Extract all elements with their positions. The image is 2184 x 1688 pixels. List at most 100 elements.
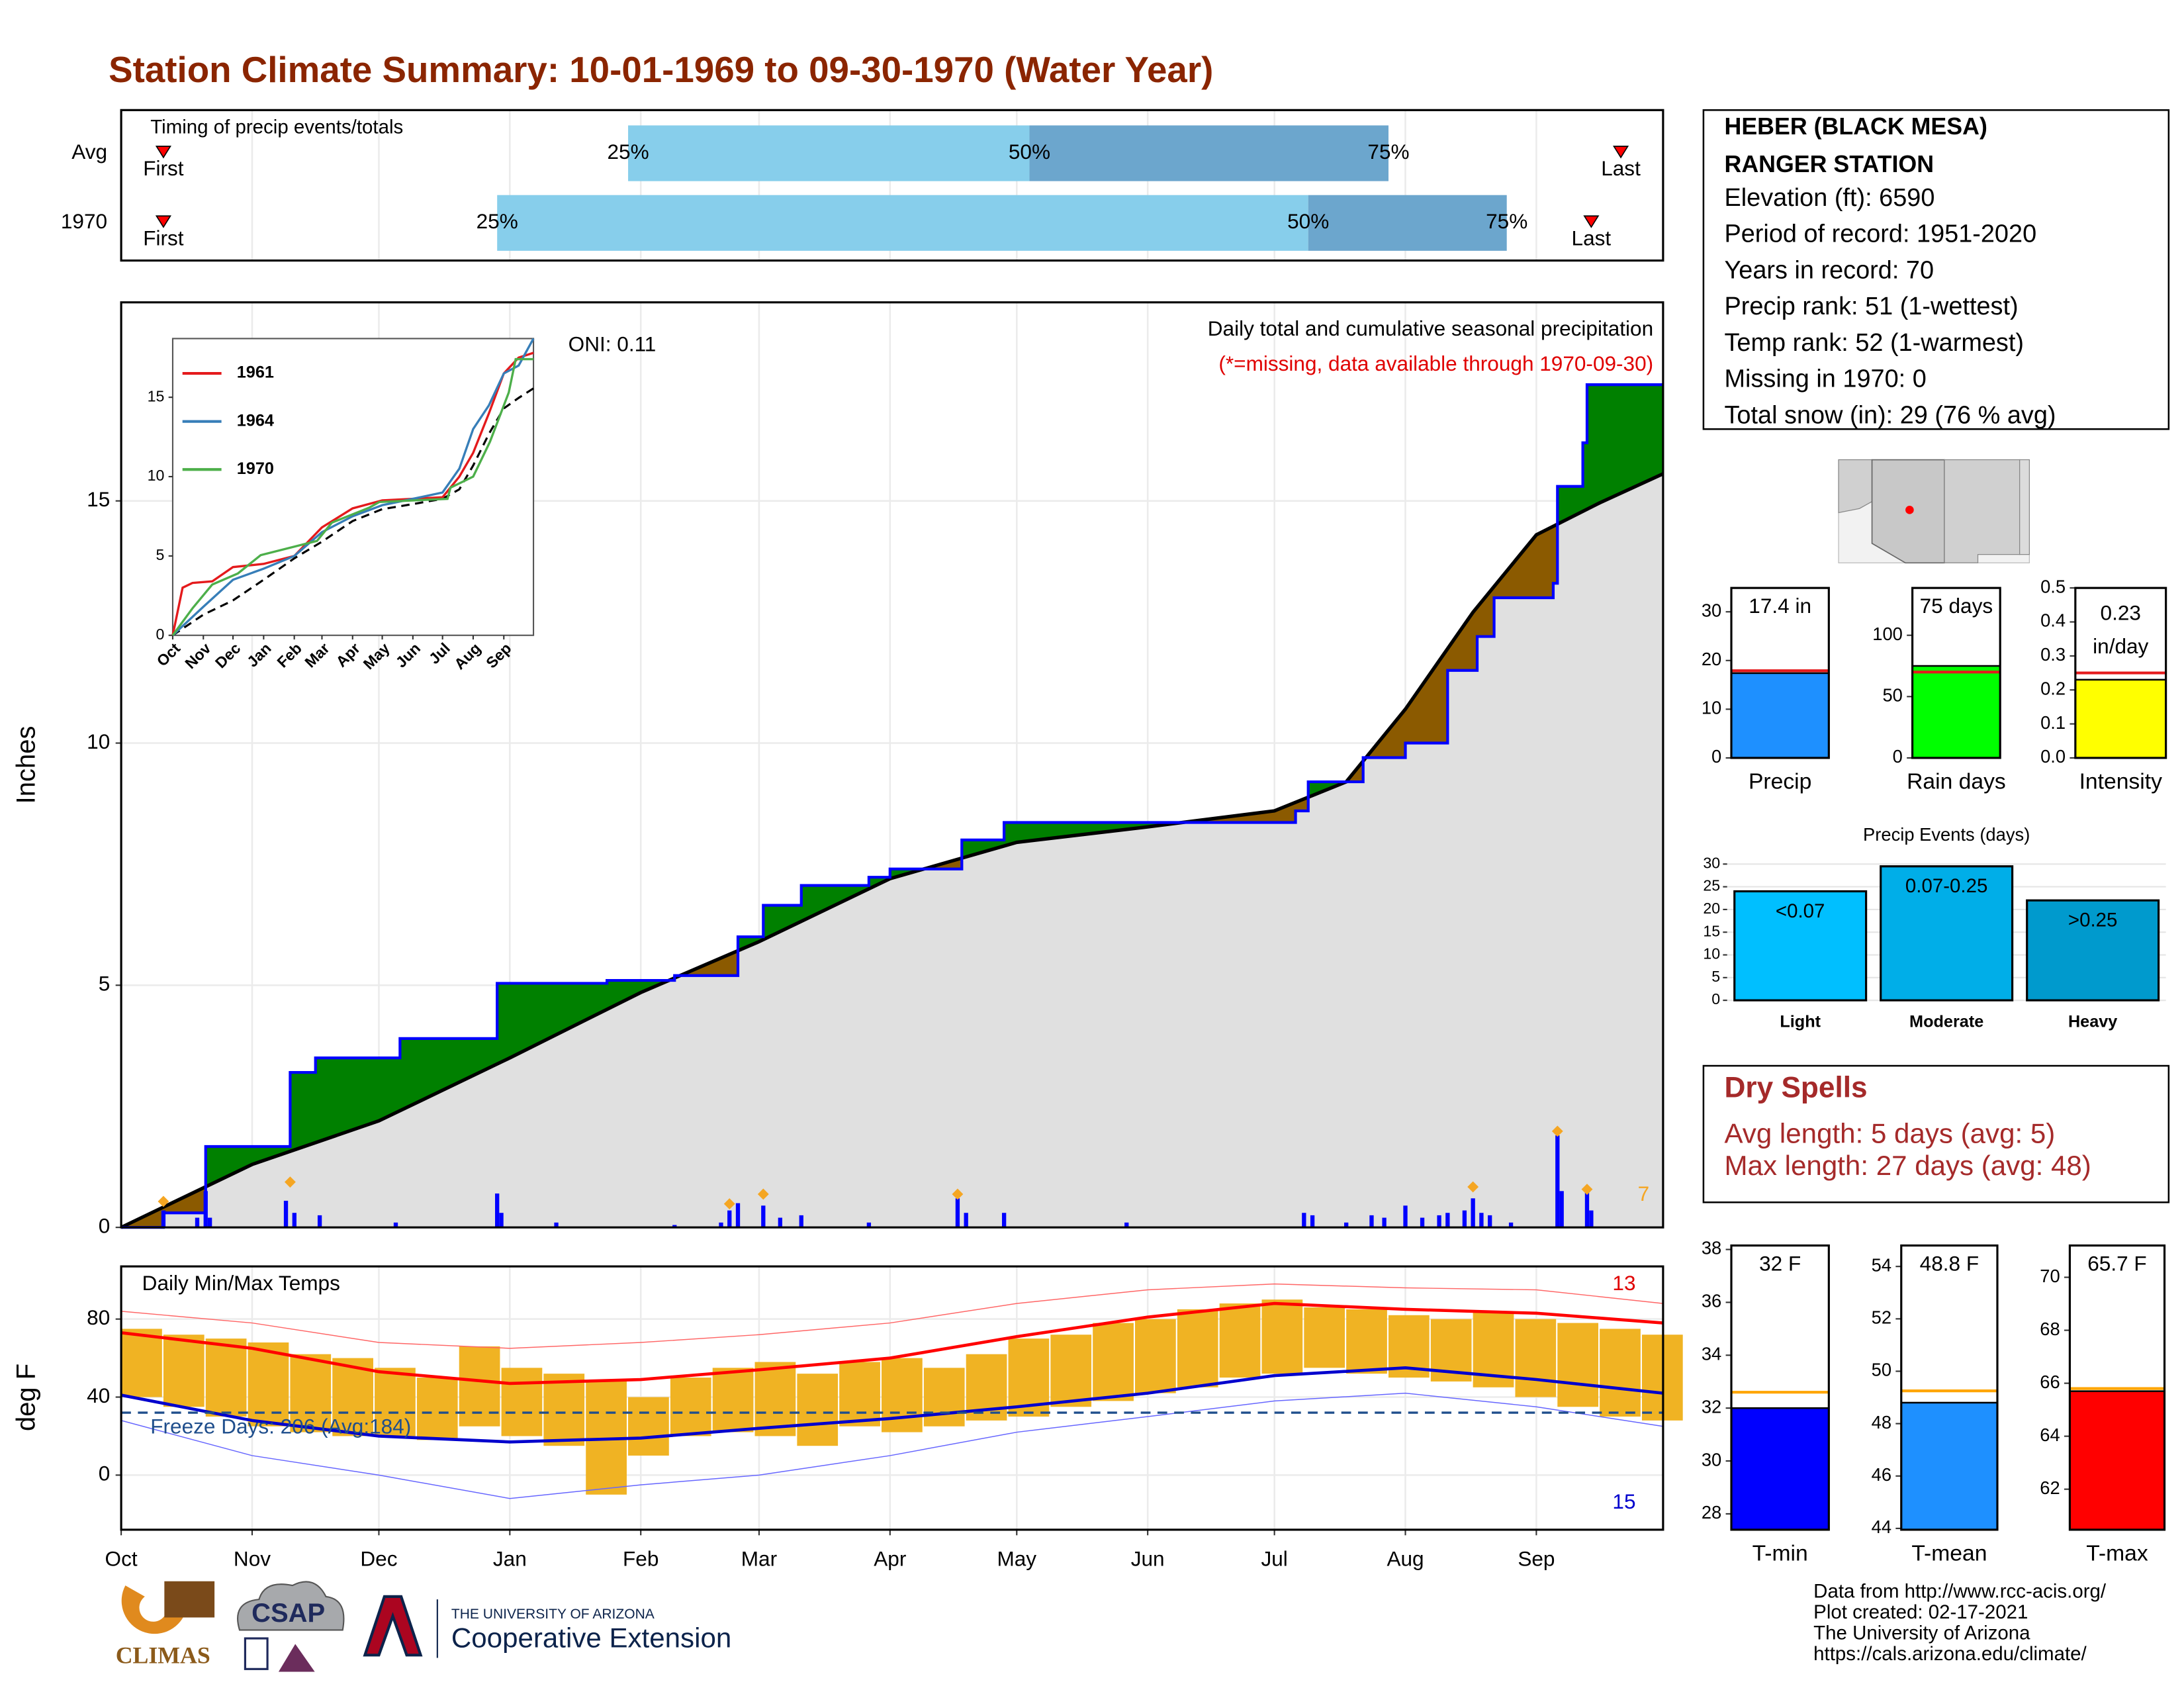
x-tick-label: Dec [360, 1547, 397, 1571]
timing-bar [1029, 125, 1388, 181]
record-count: 7 [1638, 1182, 1650, 1205]
y-tick-label: 36 [1702, 1291, 1721, 1311]
daily-precip-bar [207, 1217, 212, 1228]
page-title: Station Climate Summary: 10-01-1969 to 0… [109, 49, 1213, 90]
daily-precip-bar [735, 1203, 741, 1228]
y-tick-label: 5 [1711, 968, 1720, 985]
daily-precip-bar [1310, 1215, 1315, 1228]
daily-precip-bar [1559, 1191, 1564, 1228]
x-tick-label: Aug [1387, 1547, 1424, 1571]
y-tick-label: 52 [1872, 1307, 1891, 1328]
y-tick-label: 10 [87, 729, 110, 753]
y-tick-label: 15 [1703, 922, 1720, 939]
y-tick-label: 50 [1872, 1360, 1891, 1380]
bar-label: >0.25 [2068, 910, 2118, 931]
daily-temp-bar [121, 1329, 162, 1397]
daily-precip-bar [1420, 1217, 1425, 1228]
x-tick-label: Sep [1518, 1547, 1555, 1571]
y-axis-label: Inches [12, 726, 41, 804]
y-tick-label: 30 [1703, 854, 1720, 871]
record-marker [723, 1198, 735, 1210]
value-label: 17.4 in [1749, 594, 1811, 618]
map-state [1944, 459, 2021, 563]
marker-label: First [143, 226, 184, 250]
y-tick-label: 0 [1893, 746, 1903, 767]
category-label: T-mean [1911, 1542, 1987, 1566]
category-label: T-max [2086, 1542, 2148, 1566]
daily-temp-bar [923, 1368, 965, 1427]
y-tick-label: 64 [2040, 1425, 2060, 1445]
marker-label: Last [1572, 226, 1612, 250]
station-line: Temp rank: 52 (1-warmest) [1724, 329, 2024, 357]
freeze-label: Freeze Days: 206 (Avg:184) [150, 1415, 411, 1438]
y-tick-label: 0 [156, 626, 164, 643]
daily-precip-bar [495, 1193, 500, 1228]
y-tick-label: 28 [1702, 1502, 1721, 1523]
series-line [171, 357, 534, 636]
y-tick-label: 62 [2040, 1477, 2060, 1498]
x-tick-label: Jan [493, 1547, 527, 1571]
quantile-label: 75% [1367, 140, 1409, 164]
y-tick-label: 66 [2040, 1372, 2060, 1392]
daily-temp-bar [290, 1354, 332, 1432]
ua-logo [363, 1595, 423, 1657]
value-label: 48.8 F [1920, 1251, 1979, 1275]
daily-temp-bar [543, 1374, 585, 1446]
daily-temp-bar [712, 1368, 754, 1432]
y-tick-label: 0 [99, 1462, 111, 1485]
daily-temp-bar [839, 1362, 880, 1427]
bar [1730, 1407, 1830, 1531]
value-label: 75 days [1920, 594, 1993, 618]
record-marker [1551, 1125, 1563, 1137]
y-tick-label: 10 [148, 467, 165, 484]
daily-precip-bar [1437, 1215, 1441, 1228]
daily-temp-bar [754, 1362, 796, 1436]
daily-temp-bar [797, 1374, 839, 1446]
daily-temp-bar [375, 1368, 416, 1436]
x-tick-label: Mar [741, 1547, 777, 1571]
station-line: Period of record: 1951-2020 [1724, 220, 2036, 248]
station-line: Elevation (ft): 6590 [1724, 184, 1934, 212]
daily-precip-bar [283, 1200, 289, 1228]
footer-line: https://cals.arizona.edu/climate/ [1813, 1643, 2087, 1665]
footer-line: The University of Arizona [1813, 1622, 2030, 1644]
y-tick-label: 100 [1872, 624, 1903, 644]
y-tick-label: 50 [1882, 685, 1902, 706]
bar [1900, 1401, 1999, 1531]
daily-precip-bar [672, 1225, 677, 1228]
daily-precip-bar [1302, 1213, 1306, 1228]
quantile-label: 75% [1486, 209, 1527, 233]
y-tick-label: 0 [1711, 990, 1720, 1008]
legend-label: 1964 [237, 411, 274, 430]
station-box [1702, 109, 2170, 430]
y-tick-label: 0.2 [2040, 678, 2066, 698]
daily-precip-bar [393, 1222, 398, 1228]
extension-text: Cooperative Extension [451, 1622, 731, 1653]
climas-logo-text: CLIMAS [116, 1642, 210, 1669]
dry-spells-line: Max length: 27 days (avg: 48) [1724, 1150, 2091, 1181]
avg-max-line [120, 1301, 1664, 1385]
bar [1880, 865, 2014, 1002]
panel-border [120, 301, 1664, 1229]
daily-precip-bar [1584, 1188, 1590, 1228]
daily-temp-bar [1557, 1323, 1599, 1407]
footer-line: Data from http://www.rcc-acis.org/ [1813, 1580, 2107, 1602]
daily-precip-bar [292, 1213, 296, 1228]
logos: CLIMAS CSAP THE UNIVERSITY OF ARIZONA Co… [116, 1581, 731, 1672]
daily-temp-bar [1346, 1309, 1387, 1374]
dry-spells-title: Dry Spells [1724, 1072, 1867, 1104]
value-label: 0.23 [2101, 601, 2141, 625]
daily-precip-bar [1471, 1198, 1475, 1228]
quantile-label: 25% [477, 209, 518, 233]
record-marker [284, 1176, 296, 1188]
location-map [1838, 459, 2030, 564]
y-tick-label: 10 [1702, 698, 1721, 718]
unit-label: in/day [2093, 634, 2148, 658]
average-line [172, 387, 534, 637]
x-tick-label: Jun [1131, 1547, 1165, 1571]
x-tick-label: May [997, 1547, 1036, 1571]
annotation: ONI: 0.11 [569, 332, 657, 355]
station-line: Total snow (in): 29 (76 % avg) [1724, 401, 2056, 429]
daily-temp-bar [1219, 1303, 1261, 1378]
marker-label: First [143, 156, 184, 180]
